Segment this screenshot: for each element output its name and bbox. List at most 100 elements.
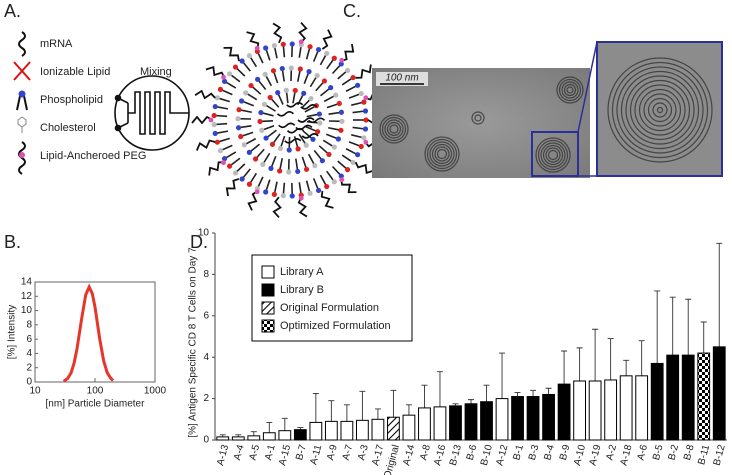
lipid-head xyxy=(268,165,274,171)
bar xyxy=(588,380,602,441)
lipid-head xyxy=(301,90,307,96)
x-tick-label: A-13 xyxy=(215,443,231,467)
lipid-head xyxy=(286,147,292,153)
y-tick-label: 12 xyxy=(21,291,33,302)
x-tick-label: B-1 xyxy=(511,443,526,461)
x-tick-label: A-15 xyxy=(277,443,293,467)
peg-chain xyxy=(246,31,260,50)
lipid-head xyxy=(263,45,269,51)
bar xyxy=(557,383,571,441)
lipid-head xyxy=(279,65,285,72)
lipid-head xyxy=(226,71,233,77)
bar xyxy=(231,436,245,441)
vesicle-ring xyxy=(561,81,579,99)
error-bar xyxy=(561,350,568,385)
peg-anchor xyxy=(208,117,214,123)
error-bar xyxy=(483,384,490,402)
vesicle-ring xyxy=(384,119,404,139)
lipid-head xyxy=(328,85,334,91)
vesicle-ring xyxy=(647,97,673,123)
lipid-head xyxy=(297,66,303,72)
y-tick-label: 0 xyxy=(203,435,209,446)
error-bar xyxy=(638,340,645,376)
lipid-head xyxy=(267,94,273,101)
legend-icons xyxy=(13,31,31,175)
x-tick-label: B-11 xyxy=(696,443,712,466)
vesicle-ring xyxy=(629,79,691,141)
lipid-head xyxy=(288,65,294,71)
x-tick-label: 100 xyxy=(87,386,104,397)
lipid-head xyxy=(259,127,265,133)
peg-anchor xyxy=(339,177,345,183)
vesicle-ring xyxy=(547,149,559,161)
lipid-head xyxy=(307,44,313,50)
intensity-curve xyxy=(62,283,115,383)
x-tick-label: A-14 xyxy=(401,443,417,467)
bar xyxy=(573,380,587,441)
peg-anchor xyxy=(298,39,304,45)
bar xyxy=(604,379,618,441)
vesicle-ring xyxy=(634,84,686,136)
mrna-strand xyxy=(284,138,302,144)
peg-chain xyxy=(205,66,226,79)
error-bar xyxy=(576,347,583,382)
lipid-head xyxy=(263,189,269,195)
x-tick-label: A-12 xyxy=(494,443,510,467)
peg-chain xyxy=(320,190,334,209)
lipid-head xyxy=(214,139,220,145)
lipid-head xyxy=(246,149,252,155)
vesicle-ring xyxy=(429,141,455,167)
mixing-chip xyxy=(114,75,190,151)
x-tick-label: A-4 xyxy=(232,443,247,461)
lipid-head xyxy=(306,69,312,75)
lipid-head xyxy=(217,148,224,154)
lipid-head xyxy=(255,76,261,82)
vesicle-ring xyxy=(386,121,402,137)
x-tick-label: A-18 xyxy=(619,443,635,467)
error-bar xyxy=(436,371,443,407)
legend-label: Optimized Formulation xyxy=(280,320,391,332)
vesicle-ring xyxy=(643,93,677,127)
mrna-strand xyxy=(307,117,326,124)
mixing-label: Mixing xyxy=(140,66,172,78)
x-tick-label: B-12 xyxy=(712,443,728,467)
bar xyxy=(433,406,447,441)
error-bar xyxy=(530,389,537,397)
tem-image: 100 nm xyxy=(372,41,723,178)
panel-label: C. xyxy=(343,1,361,21)
lipid-head xyxy=(261,101,268,107)
lipid-head xyxy=(221,78,228,84)
lipid-head xyxy=(331,144,337,150)
peg-chain xyxy=(225,178,240,197)
mrna-strand xyxy=(300,104,318,110)
peg-chain xyxy=(223,46,240,62)
error-bar xyxy=(669,296,676,356)
mrna-strand xyxy=(276,111,295,117)
y-axis-label: [%] Antigen Specific CD 8 T Cells on Day… xyxy=(188,247,199,438)
x-axis-label: [nm] Particle Diameter xyxy=(46,399,146,410)
peg-chain xyxy=(191,115,213,125)
lipid-head xyxy=(338,173,344,179)
lipid-head xyxy=(239,176,245,182)
lipid-head xyxy=(289,41,295,47)
y-tick-label: 0 xyxy=(26,377,32,388)
legend-label: Library A xyxy=(280,266,324,278)
vesicle-ring xyxy=(556,76,584,104)
lipid-head xyxy=(315,187,322,194)
peg-chain xyxy=(247,190,259,211)
lipid-head xyxy=(310,136,316,142)
x-tick-label: B-4 xyxy=(542,443,557,461)
y-tick-label: 8 xyxy=(26,319,32,330)
error-bar xyxy=(654,290,661,364)
peg-chain xyxy=(272,196,282,219)
lipid-head xyxy=(212,103,218,110)
vesicle-ring xyxy=(542,144,564,166)
lipid-head xyxy=(339,118,345,124)
vesicle-ring xyxy=(389,124,399,134)
x-tick-label: A-5 xyxy=(248,443,263,461)
lipid-head xyxy=(315,129,321,135)
mrna-strand xyxy=(297,117,315,123)
bar xyxy=(712,346,726,441)
error-bar xyxy=(328,400,335,422)
